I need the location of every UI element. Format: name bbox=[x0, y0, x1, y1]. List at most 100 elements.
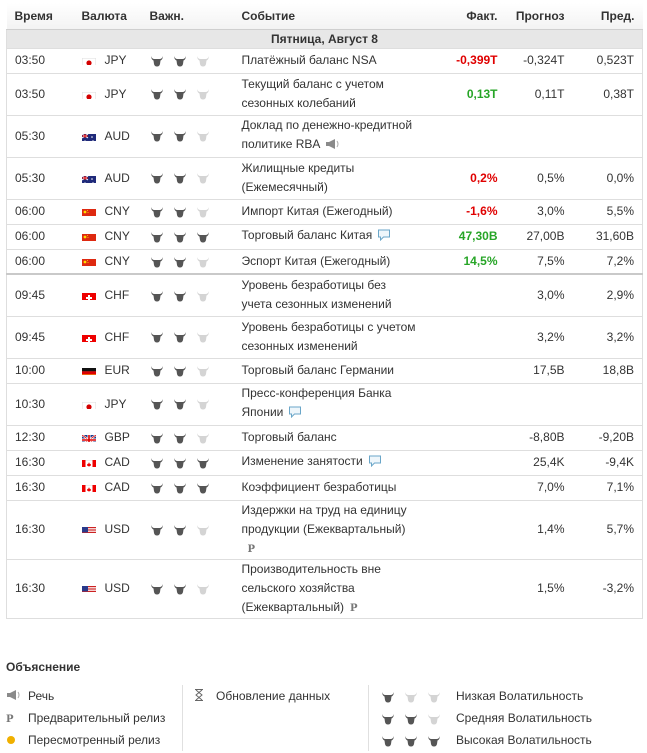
legend-revised-label: Пересмотренный релиз bbox=[28, 733, 161, 747]
bull-icon bbox=[196, 398, 210, 410]
event-title[interactable]: Изменение занятости bbox=[233, 450, 426, 476]
event-title-text[interactable]: Доклад по денежно-кредитной политике RBA bbox=[241, 118, 413, 151]
bull-icon bbox=[173, 583, 187, 595]
flag-jp-icon bbox=[81, 399, 96, 409]
event-title-text[interactable]: Текущий баланс с учетом сезонных колебан… bbox=[241, 77, 384, 110]
event-row[interactable]: 03:50 JPY Текущий баланс с учетом сезонных… bbox=[6, 73, 643, 116]
event-row[interactable]: 12:30 GBP Торговый баланс -8,80B -9,20B bbox=[6, 425, 643, 451]
event-title[interactable]: Торговый баланс Германии bbox=[233, 358, 426, 384]
event-title-text[interactable]: Торговый баланс Китая bbox=[241, 228, 373, 242]
legend-low-label: Низкая Волатильность bbox=[456, 689, 584, 703]
event-currency: JPY bbox=[73, 48, 142, 74]
currency-code: USD bbox=[104, 581, 130, 595]
event-currency: CNY bbox=[73, 199, 142, 225]
event-title[interactable]: Торговый баланс Китая bbox=[233, 224, 426, 250]
megaphone-icon bbox=[6, 686, 28, 708]
event-title-text[interactable]: Платёжный баланс NSA bbox=[241, 53, 377, 67]
event-title-text[interactable]: Производительность вне сельского хозяйст… bbox=[241, 561, 381, 614]
event-title-text[interactable]: Изменение занятости bbox=[241, 454, 363, 468]
event-title-text[interactable]: Жилищные кредиты (Ежемесячный) bbox=[241, 161, 355, 194]
event-title[interactable]: Уровень безработицы без учета сезонных и… bbox=[233, 274, 426, 317]
event-title[interactable]: Уровень безработицы с учетом сезонных из… bbox=[233, 316, 426, 359]
legend-revised: Пересмотренный релиз bbox=[6, 729, 165, 751]
event-row[interactable]: 16:30 USD Производительность вне сельского… bbox=[6, 559, 643, 619]
currency-code: JPY bbox=[104, 86, 127, 101]
event-previous: 7,2% bbox=[572, 249, 643, 275]
actual-value: 0,13T bbox=[466, 86, 498, 101]
event-title[interactable]: Пресс-конференция Банка Японии bbox=[233, 383, 426, 426]
currency-code: CHF bbox=[104, 287, 130, 302]
event-title[interactable]: Издержки на труд на единицу продукции (Е… bbox=[233, 500, 426, 560]
speech-icon[interactable] bbox=[325, 137, 341, 156]
event-importance bbox=[141, 500, 234, 560]
event-title[interactable]: Торговый баланс bbox=[233, 425, 426, 451]
event-time: 16:30 bbox=[6, 500, 74, 560]
event-title-text[interactable]: Коэффициент безработицы bbox=[241, 480, 397, 494]
actual-value: 47,30B bbox=[458, 229, 498, 243]
flag-ca-icon bbox=[81, 457, 96, 467]
col-time-header[interactable]: Время bbox=[6, 3, 74, 30]
currency-code: EUR bbox=[104, 363, 130, 377]
event-title[interactable]: Эспорт Китая (Ежегодный) bbox=[233, 249, 426, 275]
event-importance bbox=[141, 224, 234, 250]
event-time: 12:30 bbox=[6, 425, 74, 451]
event-time: 09:45 bbox=[6, 316, 74, 359]
col-actual-header[interactable]: Факт. bbox=[425, 3, 506, 30]
event-importance bbox=[141, 157, 234, 200]
comment-icon[interactable] bbox=[377, 228, 391, 247]
event-row[interactable]: 03:50 JPY Платёжный баланс NSA -0,399T -0,32… bbox=[6, 48, 643, 74]
event-title[interactable]: Производительность вне сельского хозяйст… bbox=[233, 559, 426, 619]
event-title-text[interactable]: Уровень безработицы с учетом сезонных из… bbox=[241, 320, 416, 353]
col-currency-header[interactable]: Валюта bbox=[73, 3, 142, 30]
event-forecast: 3,0% bbox=[505, 199, 573, 225]
legend-medium: Средняя Волатильность bbox=[381, 707, 592, 729]
bull-icon bbox=[196, 172, 210, 184]
event-row[interactable]: 09:45 CHF Уровень безработицы с учетом сез… bbox=[6, 316, 643, 359]
event-row[interactable]: 16:30 USD Издержки на труд на единицу прод… bbox=[6, 500, 643, 560]
event-title-text[interactable]: Торговый баланс bbox=[241, 430, 337, 444]
event-forecast bbox=[505, 115, 573, 158]
col-previous-header[interactable]: Пред. bbox=[572, 3, 643, 30]
event-currency: CAD bbox=[73, 450, 142, 476]
event-title-text[interactable]: Эспорт Китая (Ежегодный) bbox=[241, 253, 391, 268]
event-title[interactable]: Текущий баланс с учетом сезонных колебан… bbox=[233, 73, 426, 116]
event-row[interactable]: 16:30 CAD Изменение занятости 25,4K -9,4K bbox=[6, 450, 643, 476]
event-row[interactable]: 06:00 CNY Импорт Китая (Ежегодный) -1,6% 3,0… bbox=[6, 199, 643, 225]
bull-icon bbox=[150, 398, 164, 410]
event-previous: -9,4K bbox=[572, 450, 643, 476]
event-title-text[interactable]: Импорт Китая (Ежегодный) bbox=[241, 204, 393, 218]
col-event-header[interactable]: Событие bbox=[233, 3, 426, 30]
event-row[interactable]: 05:30 AUD Доклад по денежно-кредитной поли… bbox=[6, 115, 643, 158]
event-row[interactable]: 06:00 CNY Торговый баланс Китая 47,30B 27,00… bbox=[6, 224, 643, 250]
event-actual bbox=[425, 383, 506, 426]
event-row[interactable]: 16:30 CAD Коэффициент безработицы 7,0% 7,1% bbox=[6, 475, 643, 501]
event-row[interactable]: 09:45 CHF Уровень безработицы без учета се… bbox=[6, 274, 643, 317]
event-title-text[interactable]: Пресс-конференция Банка Японии bbox=[241, 386, 392, 419]
bull-icon bbox=[150, 130, 164, 142]
event-row[interactable]: 06:00 CNY Эспорт Китая (Ежегодный) 14,5% 7,5… bbox=[6, 249, 643, 275]
event-title[interactable]: Жилищные кредиты (Ежемесячный) bbox=[233, 157, 426, 200]
event-title[interactable]: Доклад по денежно-кредитной политике RBA bbox=[233, 115, 426, 158]
event-currency: CHF bbox=[73, 316, 142, 359]
event-currency: USD bbox=[73, 500, 142, 560]
event-title[interactable]: Платёжный баланс NSA bbox=[233, 48, 426, 74]
event-title[interactable]: Импорт Китая (Ежегодный) bbox=[233, 199, 426, 225]
col-importance-header[interactable]: Важн. bbox=[141, 3, 234, 30]
col-forecast-header[interactable]: Прогноз bbox=[505, 3, 573, 30]
bull-icon bbox=[173, 206, 187, 218]
event-title[interactable]: Коэффициент безработицы bbox=[233, 475, 426, 501]
bull-icon bbox=[427, 735, 441, 747]
event-row[interactable]: 10:00 EUR Торговый баланс Германии 17,5B 18,… bbox=[6, 358, 643, 384]
event-title-text[interactable]: Уровень безработицы без учета сезонных и… bbox=[241, 278, 392, 312]
event-title-text[interactable]: Издержки на труд на единицу продукции (Е… bbox=[241, 502, 407, 536]
comment-icon[interactable] bbox=[368, 454, 382, 473]
event-row[interactable]: 05:30 AUD Жилищные кредиты (Ежемесячный) 0,… bbox=[6, 157, 643, 200]
comment-icon[interactable] bbox=[288, 405, 302, 424]
event-row[interactable]: 10:30 JPY Пресс-конференция Банка Японии bbox=[6, 383, 643, 426]
bull-icon bbox=[150, 524, 164, 536]
event-forecast: 7,0% bbox=[505, 475, 573, 501]
currency-code: CNY bbox=[104, 253, 130, 268]
legend-medium-label: Средняя Волатильность bbox=[456, 711, 593, 725]
event-title-text[interactable]: Торговый баланс Германии bbox=[241, 363, 394, 377]
event-previous bbox=[572, 115, 643, 158]
